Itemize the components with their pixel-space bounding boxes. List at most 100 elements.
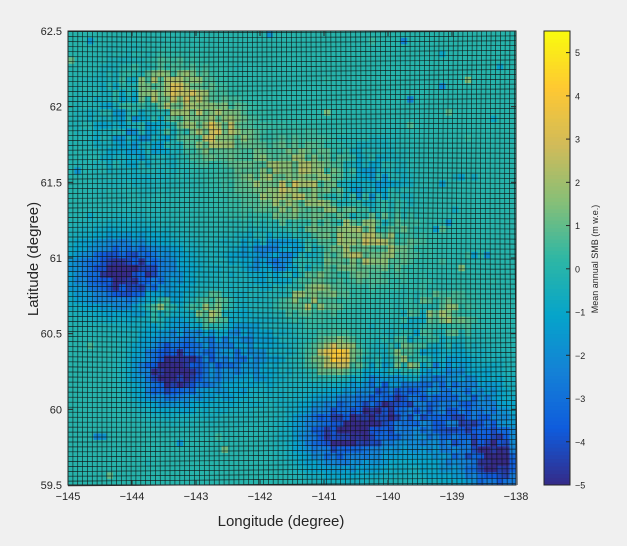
- heatmap-cell: [164, 135, 171, 142]
- heatmap-cell: [170, 135, 177, 142]
- heatmap-cell: [465, 109, 472, 116]
- heatmap-cell: [94, 167, 101, 174]
- heatmap-cell: [484, 148, 491, 155]
- heatmap-cell: [420, 459, 427, 466]
- heatmap-cell: [350, 316, 357, 323]
- heatmap-cell: [401, 355, 408, 362]
- heatmap-cell: [100, 245, 107, 252]
- heatmap-cell: [177, 245, 184, 252]
- heatmap-cell: [196, 213, 203, 220]
- heatmap-cell: [298, 453, 305, 460]
- heatmap-cell: [260, 245, 267, 252]
- heatmap-cell: [209, 290, 216, 297]
- heatmap-cell: [318, 446, 325, 453]
- heatmap-cell: [458, 284, 465, 291]
- heatmap-cell: [119, 167, 126, 174]
- heatmap-cell: [241, 174, 248, 181]
- heatmap-cell: [286, 407, 293, 414]
- heatmap-cell: [286, 161, 293, 168]
- heatmap-cell: [202, 427, 209, 434]
- heatmap-cell: [337, 290, 344, 297]
- heatmap-cell: [343, 83, 350, 90]
- heatmap-cell: [503, 245, 510, 252]
- heatmap-cell: [420, 50, 427, 57]
- heatmap-cell: [202, 219, 209, 226]
- heatmap-cell: [247, 141, 254, 148]
- heatmap-cell: [106, 440, 113, 447]
- heatmap-cell: [158, 427, 165, 434]
- heatmap-cell: [478, 245, 485, 252]
- heatmap-cell: [94, 102, 101, 109]
- heatmap-cell: [87, 401, 94, 408]
- heatmap-cell: [298, 355, 305, 362]
- heatmap-cell: [465, 141, 472, 148]
- heatmap-cell: [202, 252, 209, 259]
- heatmap-cell: [100, 375, 107, 382]
- heatmap-cell: [471, 232, 478, 239]
- heatmap-cell: [106, 433, 113, 440]
- heatmap-cell: [318, 115, 325, 122]
- heatmap-cell: [401, 89, 408, 96]
- heatmap-cell: [158, 407, 165, 414]
- heatmap-cell: [222, 50, 229, 57]
- heatmap-cell: [202, 258, 209, 265]
- heatmap-cell: [420, 161, 427, 168]
- heatmap-cell: [510, 381, 517, 388]
- heatmap-cell: [113, 83, 120, 90]
- heatmap-cell: [382, 128, 389, 135]
- heatmap-cell: [420, 316, 427, 323]
- heatmap-cell: [465, 44, 472, 51]
- heatmap-cell: [465, 433, 472, 440]
- heatmap-cell: [209, 303, 216, 310]
- heatmap-cell: [356, 200, 363, 207]
- heatmap-cell: [209, 388, 216, 395]
- heatmap-cell: [401, 193, 408, 200]
- heatmap-cell: [241, 213, 248, 220]
- heatmap-cell: [170, 57, 177, 64]
- heatmap-cell: [100, 297, 107, 304]
- heatmap-cell: [222, 141, 229, 148]
- heatmap-cell: [222, 37, 229, 44]
- heatmap-cell: [254, 323, 261, 330]
- heatmap-cell: [209, 323, 216, 330]
- heatmap-cell: [433, 316, 440, 323]
- heatmap-cell: [439, 303, 446, 310]
- heatmap-cell: [119, 368, 126, 375]
- heatmap-cell: [234, 310, 241, 317]
- heatmap-cell: [183, 128, 190, 135]
- heatmap-cell: [215, 440, 222, 447]
- heatmap-cell: [266, 466, 273, 473]
- heatmap-cell: [190, 193, 197, 200]
- heatmap-cell: [158, 433, 165, 440]
- heatmap-cell: [100, 252, 107, 259]
- heatmap-cell: [222, 258, 229, 265]
- heatmap-cell: [292, 180, 299, 187]
- heatmap-cell: [439, 109, 446, 116]
- heatmap-cell: [81, 167, 88, 174]
- heatmap-cell: [209, 141, 216, 148]
- heatmap-cell: [279, 180, 286, 187]
- heatmap-cell: [202, 193, 209, 200]
- heatmap-cell: [100, 368, 107, 375]
- heatmap-cell: [68, 161, 75, 168]
- heatmap-cell: [119, 83, 126, 90]
- heatmap-cell: [202, 109, 209, 116]
- heatmap-cell: [426, 180, 433, 187]
- heatmap-cell: [260, 213, 267, 220]
- heatmap-cell: [190, 401, 197, 408]
- heatmap-cell: [170, 258, 177, 265]
- heatmap-cell: [151, 264, 158, 271]
- heatmap-cell: [478, 44, 485, 51]
- heatmap-cell: [401, 453, 408, 460]
- heatmap-cell: [350, 290, 357, 297]
- heatmap-cell: [202, 420, 209, 427]
- heatmap-cell: [68, 187, 75, 194]
- heatmap-cell: [414, 394, 421, 401]
- heatmap-cell: [170, 440, 177, 447]
- heatmap-cell: [401, 63, 408, 70]
- heatmap-cell: [382, 148, 389, 155]
- heatmap-cell: [260, 96, 267, 103]
- heatmap-cell: [452, 368, 459, 375]
- heatmap-cell: [356, 414, 363, 421]
- heatmap-cell: [337, 213, 344, 220]
